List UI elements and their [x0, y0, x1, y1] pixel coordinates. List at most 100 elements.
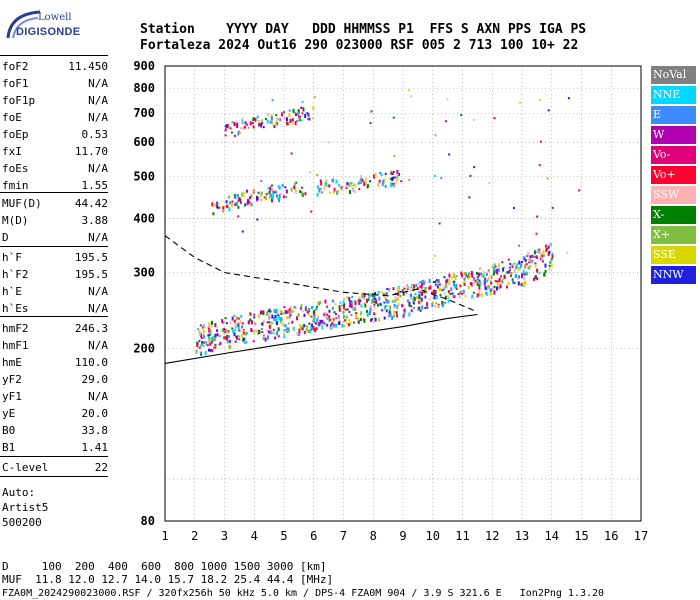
echo-point [418, 281, 421, 284]
echo-point [217, 202, 220, 205]
echo-point [523, 273, 526, 276]
echo-point [203, 325, 206, 329]
echo-point [289, 310, 292, 315]
echo-point [537, 248, 540, 252]
param-value: N/A [88, 231, 108, 244]
echo-point [214, 344, 217, 347]
echo-point [268, 190, 271, 195]
echo-point [288, 322, 291, 325]
param-row: hmF1 N/A [2, 339, 108, 352]
echo-point [241, 117, 244, 120]
echo-point [441, 289, 444, 292]
echo-point [401, 290, 404, 293]
echo-point [406, 285, 409, 289]
echo-point [236, 126, 239, 129]
echo-point [354, 300, 357, 305]
echo-point [299, 190, 302, 194]
echo-point [354, 306, 357, 311]
echo-point [551, 254, 554, 259]
echo-point [330, 324, 333, 328]
echo-point [278, 185, 281, 190]
echo-point [277, 313, 280, 316]
echo-point [284, 310, 287, 315]
separator [0, 192, 108, 193]
echo-point [246, 189, 249, 193]
echo-point [458, 295, 461, 299]
echo-point [306, 325, 309, 328]
echo-point [275, 114, 278, 117]
echo-point [369, 122, 372, 125]
echo-point [216, 205, 219, 209]
echo-point [348, 182, 351, 187]
echo-point [231, 121, 234, 124]
echo-point [258, 123, 261, 127]
echo-point [366, 312, 369, 316]
echo-point [490, 281, 493, 285]
echo-point [288, 109, 291, 112]
param-value: 1.41 [81, 441, 109, 454]
echo-point [380, 291, 383, 294]
echo-point [506, 271, 509, 275]
echo-point [202, 334, 205, 339]
echo-point [277, 315, 280, 320]
echo-point [214, 203, 217, 207]
echo-point [288, 308, 291, 312]
echo-point [440, 177, 443, 180]
param-row: foE N/A [2, 111, 108, 124]
echo-point [467, 275, 470, 280]
y-tick-label: 500 [133, 169, 155, 183]
echo-point [431, 303, 434, 308]
legend-item-w: W [651, 126, 696, 144]
param-name: h`Es [2, 302, 29, 315]
x-tick-label: 1 [161, 529, 168, 543]
param-row: h`Es N/A [2, 302, 108, 315]
x-tick-label: 2 [191, 529, 198, 543]
echo-point [281, 183, 284, 187]
echo-point [209, 329, 212, 334]
echo-point [396, 176, 399, 181]
param-name: h`F [2, 251, 22, 264]
echo-point [321, 319, 324, 324]
echo-point [523, 264, 526, 267]
echo-point [342, 310, 345, 314]
echo-point [503, 274, 506, 279]
echo-point [218, 206, 221, 209]
echo-point [329, 318, 332, 321]
echo-point [419, 301, 422, 305]
echo-point [393, 155, 396, 158]
echo-point [393, 314, 396, 318]
echo-point [234, 202, 237, 206]
auto-label: Auto: [2, 486, 36, 499]
echo-point [275, 194, 278, 198]
echo-point [392, 287, 395, 291]
echo-point [437, 305, 440, 309]
echo-point [333, 311, 336, 314]
echo-point [348, 296, 351, 301]
echo-point [434, 304, 437, 308]
footer-info-row: FZA0M_2024290023000.RSF / 320fx256h 50 k… [2, 588, 605, 599]
echo-point [380, 173, 383, 177]
echo-point [543, 272, 546, 277]
echo-point [221, 318, 224, 323]
echo-point [286, 327, 289, 331]
footer-distance-row: D 100 200 400 600 800 1000 1500 3000 [km… [2, 560, 327, 573]
echo-point [244, 332, 247, 336]
echo-point [224, 338, 227, 341]
echo-point [443, 287, 446, 291]
echo-point [315, 307, 318, 311]
echo-point [225, 328, 228, 333]
echo-point [271, 198, 274, 203]
echo-point [234, 340, 237, 343]
echo-point [335, 323, 338, 328]
echo-point [419, 291, 422, 294]
echo-point [324, 299, 327, 304]
echo-point [301, 100, 304, 103]
echo-point [201, 340, 204, 345]
echo-point [312, 319, 315, 323]
echo-point [210, 341, 213, 344]
y-tick-label: 800 [133, 81, 155, 95]
separator [0, 55, 108, 56]
echo-point [446, 98, 449, 101]
echo-point [544, 269, 547, 273]
param-row: foEp 0.53 [2, 128, 108, 141]
